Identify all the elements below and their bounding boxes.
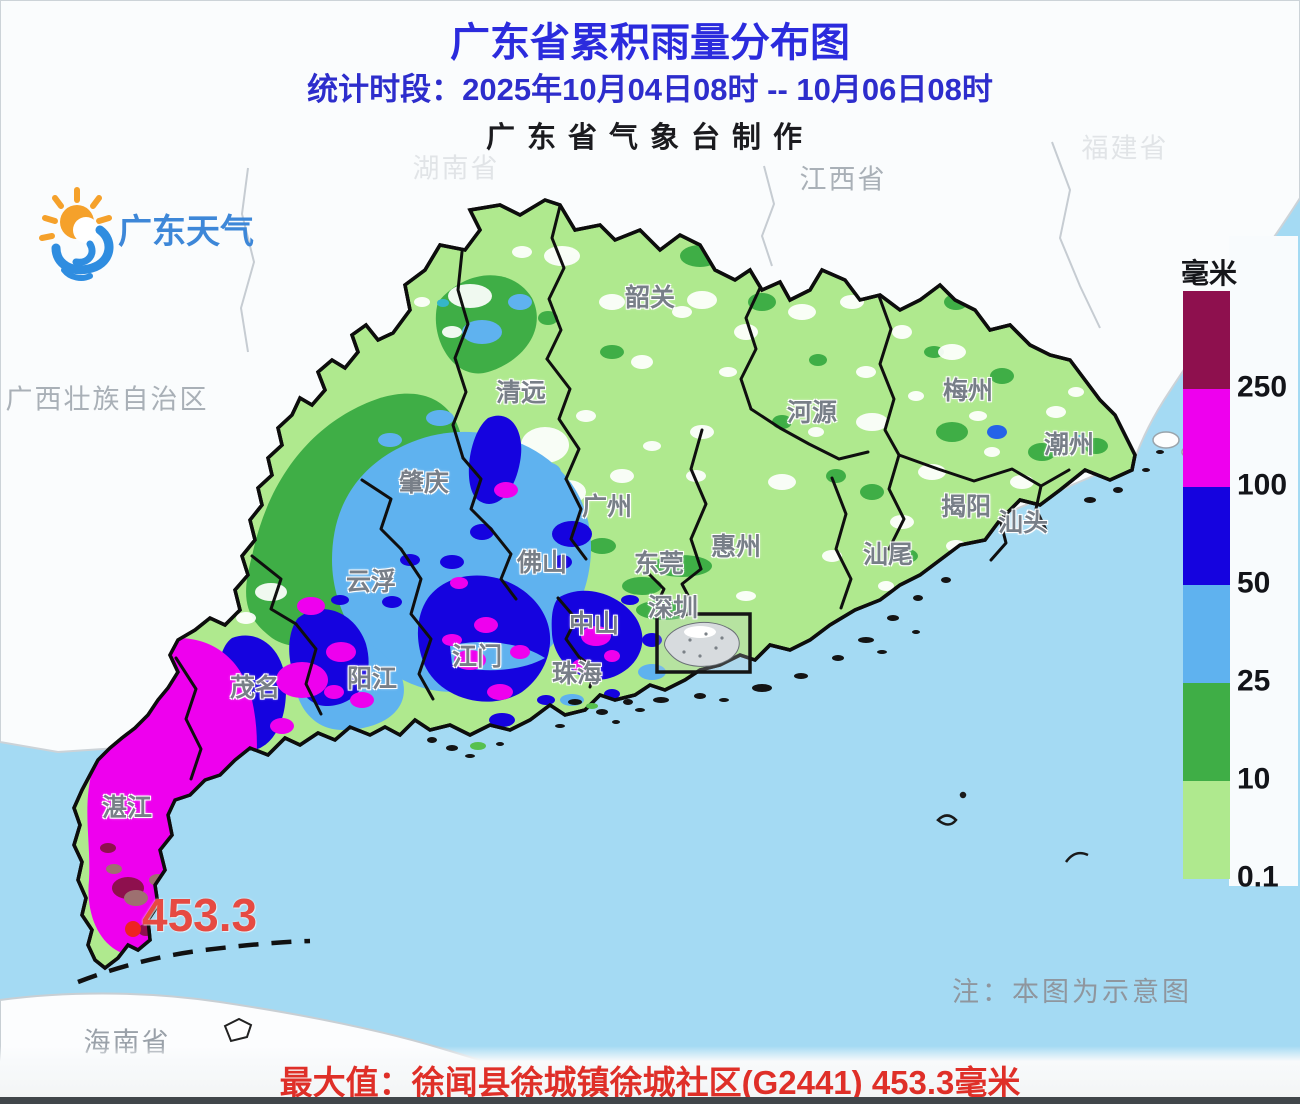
map-label-heyuan: 河源 (786, 399, 838, 427)
map-label-chaozhou: 潮州 (1043, 431, 1095, 459)
page-title: 广东省累积雨量分布图 (450, 21, 850, 65)
time-range-subtitle: 统计时段：2025年10月04日08时 -- 10月06日08时 (307, 72, 993, 107)
map-label-zhanjiang: 湛江 (101, 794, 153, 822)
producer-line: 广东省气象台制作 (485, 122, 814, 154)
legend-tick-10: 10 (1237, 762, 1271, 796)
legend-swatch-250 (1183, 291, 1230, 389)
map-label-yunfu: 云浮 (345, 568, 397, 596)
map-label-hunan: 湖南省 (412, 153, 500, 184)
gdweather-logo-icon (39, 187, 114, 281)
gdweather-logo-text: 广东天气 (118, 213, 254, 251)
map-label-foshan: 佛山 (516, 549, 568, 577)
legend-swatch-100 (1183, 389, 1230, 487)
map-label-qingyuan: 清远 (495, 379, 547, 407)
rainfall-layers (87, 245, 1108, 957)
map-label-zhaoqing: 肇庆 (398, 469, 450, 497)
map-label-maoming: 茂名 (229, 674, 281, 702)
legend-panel (1229, 236, 1298, 886)
max-value-caption: 最大值：徐闻县徐城镇徐城社区(G2441) 453.3毫米 (279, 1064, 1021, 1101)
map-label-jieyang: 揭阳 (940, 493, 992, 521)
map-label-huizhou: 惠州 (710, 533, 762, 561)
strait-dashed-line (77, 938, 311, 985)
max-rainfall-dot (125, 921, 141, 937)
legend-swatch-50 (1183, 487, 1230, 585)
hongkong-area (655, 612, 752, 674)
map-label-shaoguan: 韶关 (624, 284, 676, 312)
coastal-islands (427, 450, 1164, 758)
footer-band: 最大值：徐闻县徐城镇徐城社区(G2441) 453.3毫米 (0, 1046, 1300, 1101)
legend-swatch-10 (1183, 683, 1230, 781)
map-label-jiangxi: 江西省 (799, 164, 887, 195)
legend-tick-250: 250 (1237, 370, 1288, 404)
legend: 毫米 250 100 50 25 10 0.1 (1181, 252, 1300, 912)
map-label-fujian: 福建省 (1081, 133, 1169, 164)
map-label-guangxi: 广西壮族自治区 (5, 384, 209, 415)
gdweather-logo: 广东天气 (30, 182, 260, 287)
legend-tick-25: 25 (1237, 664, 1271, 698)
map-label-yangjiang: 阳江 (346, 665, 398, 693)
legend-tick-100: 100 (1237, 468, 1288, 502)
green-island (470, 742, 486, 750)
map-label-meizhou: 梅州 (942, 377, 994, 405)
map-label-shenzhen: 深圳 (647, 594, 699, 622)
map-label-shantou: 汕头 (997, 509, 1049, 537)
legend-tick-0.1: 0.1 (1237, 860, 1279, 894)
map-label-zhongshan: 中山 (568, 610, 620, 638)
legend-swatch-25 (1183, 585, 1230, 683)
city-boundaries (174, 204, 1071, 781)
max-rainfall-value: 453.3 (142, 889, 258, 941)
map-label-shanwei: 汕尾 (862, 541, 914, 569)
legend-unit: 毫米 (1181, 258, 1238, 289)
map-label-dongguan: 东莞 (633, 550, 685, 578)
map-label-zhuhai: 珠海 (551, 660, 603, 688)
legend-color-bar (1183, 291, 1230, 879)
map-label-guangzhou: 广州 (581, 493, 633, 521)
outer-borders (239, 141, 1101, 353)
bottom-strip (0, 1097, 1300, 1104)
small-island-sketch (223, 1017, 253, 1043)
map-label-jiangmen: 江门 (451, 643, 503, 671)
legend-swatch-0.1 (1183, 781, 1230, 879)
green-island (586, 703, 598, 709)
legend-tick-50: 50 (1237, 566, 1271, 600)
sea-island-sketches (936, 791, 1089, 863)
schematic-note: 注：本图为示意图 (952, 977, 1192, 1007)
